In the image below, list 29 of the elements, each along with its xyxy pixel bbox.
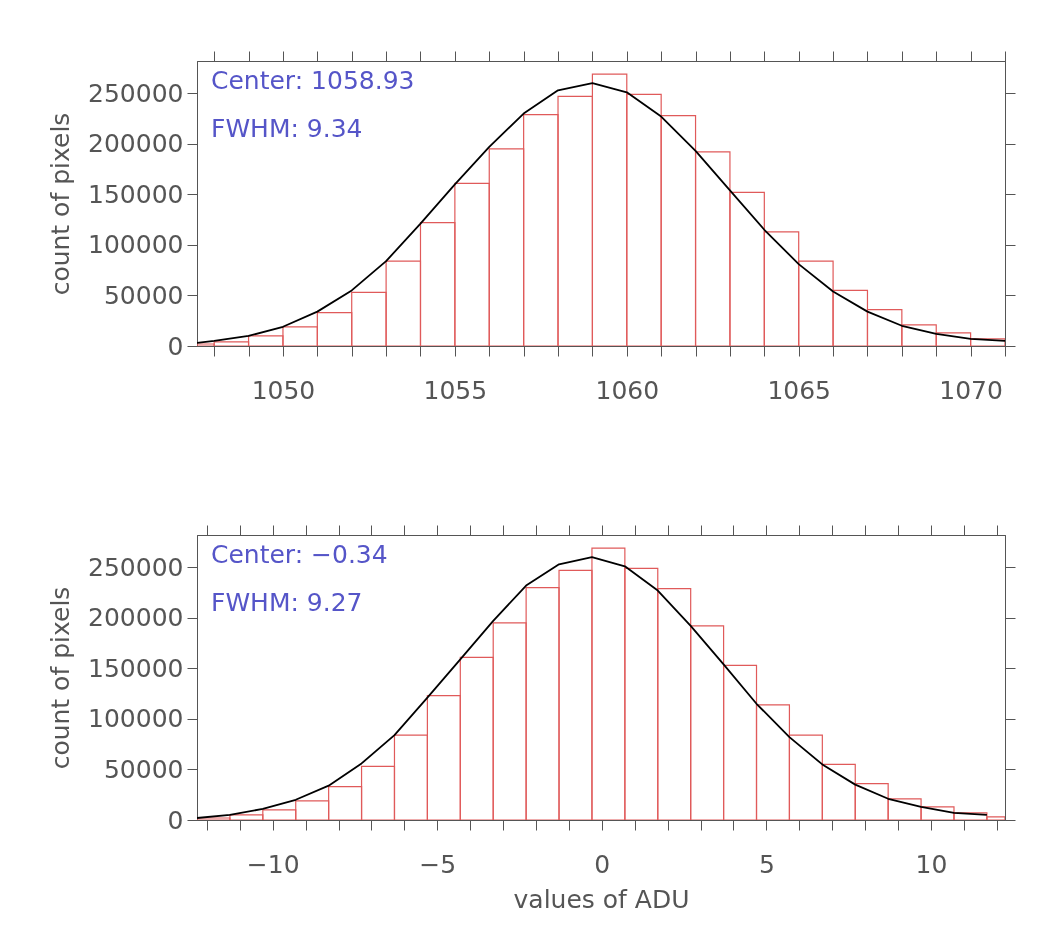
y-axis-title: count of pixels [46, 112, 76, 296]
y-tick-label: 50000 [103, 280, 184, 310]
x-tick-label: 1060 [595, 375, 660, 405]
y-tick-label: 100000 [88, 704, 184, 734]
x-tick-label: 1055 [423, 375, 488, 405]
annotation: FWHM: 9.34 [211, 114, 363, 143]
annotation: FWHM: 9.27 [211, 588, 363, 617]
y-tick-label: 200000 [88, 603, 184, 633]
x-axis-title: values of ADU [513, 884, 690, 914]
x-tick-label: 10 [915, 849, 948, 879]
x-tick-label: 5 [758, 849, 775, 879]
x-tick-label: 1065 [767, 375, 832, 405]
annotation: Center: −0.34 [211, 540, 388, 569]
y-tick-label: 150000 [88, 653, 184, 683]
y-tick-label: 0 [167, 805, 184, 835]
y-tick-label: 100000 [88, 230, 184, 260]
annotation: Center: 1058.93 [211, 66, 415, 95]
y-tick-label: 250000 [88, 552, 184, 582]
x-tick-label: 1070 [939, 375, 1003, 405]
y-tick-label: 200000 [88, 129, 184, 159]
y-tick-label: 50000 [103, 754, 184, 784]
y-axis-title: count of pixels [46, 586, 76, 770]
x-tick-label: 1050 [251, 375, 316, 405]
y-tick-label: 250000 [88, 78, 184, 108]
y-tick-label: 150000 [88, 179, 184, 209]
y-tick-label: 0 [167, 331, 184, 361]
x-tick-label: −5 [419, 849, 457, 879]
x-tick-label: −10 [246, 849, 300, 879]
x-tick-label: 0 [594, 849, 611, 879]
